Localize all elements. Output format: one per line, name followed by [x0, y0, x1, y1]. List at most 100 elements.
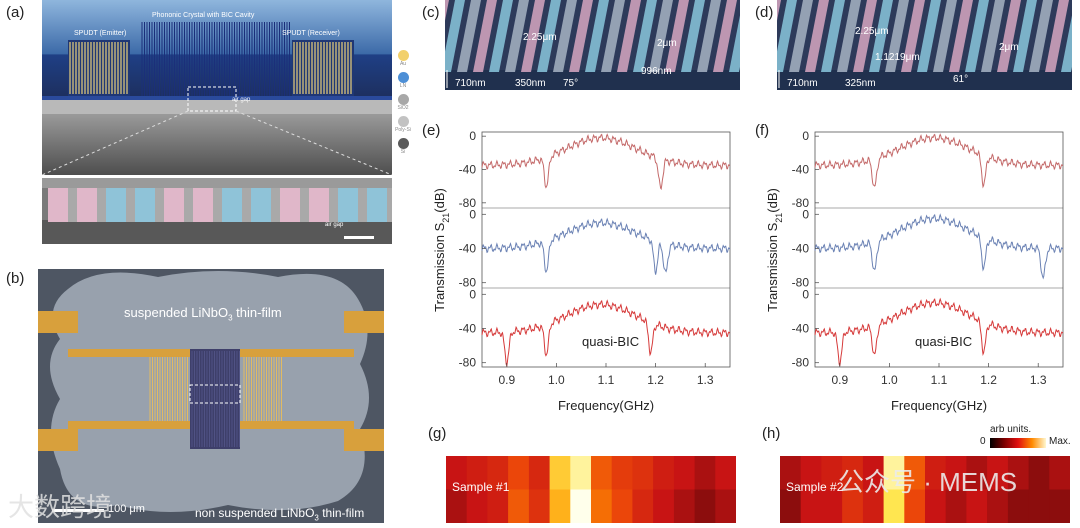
- y-tick-label: -80: [792, 356, 810, 370]
- x-tick-label: 1.0: [548, 373, 565, 387]
- panel-a-schematic: Phononic Crystal with BIC Cavity SPUDT (…: [41, 0, 393, 176]
- quasi-bic-label: quasi-BIC: [915, 334, 972, 349]
- series-line-top: [481, 133, 731, 191]
- heatmap-cell: [611, 456, 633, 490]
- zoom-line-left: [41, 110, 189, 176]
- series-line-bottom: [814, 297, 1064, 366]
- y-tick-label: 0: [469, 129, 476, 143]
- y-tick-label: -40: [792, 322, 810, 336]
- x-tick-label: 1.0: [881, 373, 898, 387]
- heatmap-cell: [694, 456, 716, 490]
- panel-d-sem: 2.25μm 1.1219μm 2μm 710nm 325nm 61°: [777, 0, 1072, 90]
- heatmap-cell: [945, 489, 967, 524]
- legend-text: Si: [400, 149, 406, 155]
- y-tick-label: -40: [459, 242, 477, 256]
- y-tick-label: 0: [802, 287, 809, 301]
- y-tick-label: 0: [469, 207, 476, 221]
- emitter-label: SPUDT (Emitter): [74, 30, 127, 37]
- panel-f-chart: 0 -40 -80 0 -40 -80 0 -40 -80 0.9 1.0 1.1 1.2 1.3 Freq…: [763, 122, 1073, 422]
- sem-label: 710nm: [455, 78, 486, 89]
- heatmap-cell: [904, 456, 926, 490]
- x-axis-label: Frequency(GHz): [558, 398, 654, 413]
- y-tick-label: 0: [802, 129, 809, 143]
- heatmap-cell: [821, 489, 843, 524]
- y-tick-label: -40: [459, 322, 477, 336]
- heatmap-cell: [1028, 489, 1050, 524]
- heatmap-cell: [570, 456, 592, 490]
- legend-text: Poly-Si: [395, 127, 411, 133]
- y-tick-label: -40: [792, 242, 810, 256]
- heatmap-cell: [466, 456, 488, 490]
- colorbar-max: Max.: [1049, 436, 1071, 447]
- heatmap-cell: [653, 489, 675, 524]
- legend-item-si: Si: [392, 138, 414, 160]
- sem-label: 2μm: [657, 38, 677, 49]
- panel-label-d: (d): [755, 4, 774, 21]
- y-axis-label: Transmission S21(dB): [432, 188, 451, 312]
- watermark-right: 公众号 · MEMS: [838, 467, 1018, 497]
- pad-bottom-left: [38, 429, 78, 451]
- heatmap-cell: [446, 456, 468, 490]
- heatmap-cell: [446, 489, 468, 524]
- legend-swatch: [397, 50, 409, 61]
- quasi-bic-label: quasi-BIC: [582, 334, 639, 349]
- legend-swatch: [397, 72, 409, 83]
- colorbar: [990, 438, 1046, 448]
- b-zoom-box: [189, 384, 241, 404]
- heatmap-cell: [1028, 456, 1050, 490]
- zoom-box: [187, 86, 237, 112]
- legend-swatch: [397, 138, 409, 149]
- panel-label-b: (b): [6, 270, 25, 287]
- bus-bottom-right: [238, 421, 354, 429]
- x-tick-label: 1.1: [931, 373, 948, 387]
- panel-label-a: (a): [6, 4, 25, 21]
- x-axis-label: Frequency(GHz): [891, 398, 987, 413]
- heatmap-cell: [508, 456, 530, 490]
- sem-label: 2.25μm: [523, 32, 557, 43]
- heatmap-cell: [673, 456, 696, 490]
- heatmap-cell: [800, 456, 822, 490]
- panel-a-title: Phononic Crystal with BIC Cavity: [152, 12, 255, 19]
- heatmap-cell: [466, 489, 488, 524]
- sem-label: 325nm: [845, 78, 876, 89]
- sem-label: 1.1219μm: [875, 52, 920, 63]
- heatmap-cell: [862, 456, 885, 490]
- heatmap-cell: [780, 456, 802, 490]
- b-scale-label: 100 μm: [108, 503, 145, 515]
- colorbar-min: 0: [980, 436, 986, 447]
- receiver-idt: [292, 40, 354, 96]
- heatmap-cell: [570, 489, 592, 524]
- legend-text: Au: [399, 61, 407, 67]
- heatmap-cell: [487, 489, 509, 524]
- series-line-top: [814, 133, 1064, 189]
- legend-text: LN: [399, 83, 407, 89]
- heatmap-cell: [780, 489, 802, 524]
- heatmap-cell: [883, 456, 905, 490]
- heatmap-cell: [800, 489, 822, 524]
- heatmap-cell: [842, 489, 864, 524]
- phononic-crystal-lines: [141, 22, 290, 96]
- series-line-middle: [814, 213, 1064, 280]
- bus-top-left: [68, 349, 193, 357]
- inset-air-gap-label: air gap: [325, 222, 344, 228]
- legend-text: SiO2: [397, 105, 409, 111]
- y-tick-label: -40: [459, 163, 477, 177]
- panel-a-inset: air gap: [42, 178, 396, 244]
- x-tick-label: 1.2: [980, 373, 997, 387]
- heatmap-cell: [611, 489, 633, 524]
- heatmap-cell: [673, 489, 696, 524]
- panel-b-micrograph: suspended LiNbO3 thin-film non suspended…: [38, 269, 384, 523]
- x-tick-label: 1.2: [647, 373, 664, 387]
- panel-c-sem: 2.25μm 2μm 710nm 350nm 75° 996nm: [445, 0, 740, 90]
- y-tick-label: -80: [792, 196, 810, 210]
- heatmap-cell: [591, 489, 613, 524]
- y-tick-label: 0: [469, 287, 476, 301]
- heatmap-cell: [842, 456, 864, 490]
- panel-label-f: (f): [755, 122, 770, 139]
- pad-bottom-right: [344, 429, 384, 451]
- sample-1-label: Sample #1: [452, 480, 510, 494]
- heatmap-cell: [653, 456, 675, 490]
- panel-g-heatmap: Sample #1: [446, 456, 737, 524]
- y-tick-label: -80: [792, 276, 810, 290]
- x-tick-label: 1.3: [1030, 373, 1047, 387]
